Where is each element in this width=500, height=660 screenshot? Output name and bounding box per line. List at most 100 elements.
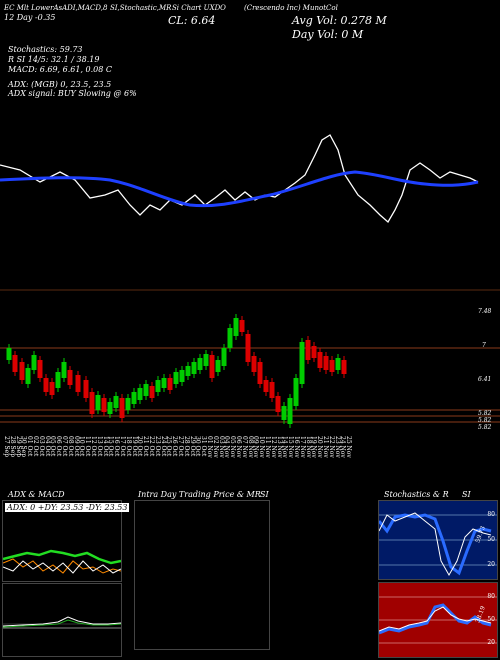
adx-panel-title: ADX & MACD xyxy=(8,490,65,499)
candle-body xyxy=(221,348,227,366)
adx-signal-readout: ADX signal: BUY Slowing @ 6% xyxy=(8,89,137,98)
candle-body xyxy=(149,386,155,398)
candle-body xyxy=(251,356,257,372)
candle-body xyxy=(161,378,167,388)
candle-body xyxy=(335,358,341,370)
candle-body xyxy=(49,382,55,395)
candle-body xyxy=(287,398,293,424)
price-label: 5.82 xyxy=(478,424,492,431)
adx-values-box: ADX: 0 +DY: 23.53 -DY: 23.53 xyxy=(5,503,130,512)
price-label: 5.82 xyxy=(478,410,492,417)
indicator-white-line xyxy=(0,134,479,224)
candle-body xyxy=(179,370,185,382)
candle-body xyxy=(203,354,209,366)
macd-lines xyxy=(3,616,121,629)
rsi-level-label: 20 xyxy=(487,639,495,646)
candle-body xyxy=(197,358,203,370)
candle-body xyxy=(257,362,263,384)
candle-body xyxy=(227,328,233,348)
date-axis: 27 Sep 28 Sep 29 Sep 30 Sep 01 Oct 02 Oct 03 O… xyxy=(0,436,500,482)
candle-body xyxy=(19,362,25,380)
macd-readout: MACD: 6.69, 6.61, 0.08 C xyxy=(8,65,113,74)
stoch-panel-title: Stochastics & R xyxy=(384,490,449,499)
adx-readout: ADX: (MGB) 0, 23.5, 23.5 xyxy=(8,80,112,89)
close-price: CL: 6.64 xyxy=(168,14,216,27)
day-volume: Day Vol: 0 M xyxy=(292,28,364,41)
macd-panel xyxy=(2,583,122,657)
candle-body xyxy=(191,362,197,374)
candlesticks xyxy=(6,314,347,428)
stoch-lines xyxy=(379,512,497,577)
date-label: 25 Nov xyxy=(345,436,353,458)
candle-body xyxy=(67,370,73,385)
day-change: 12 Day -0.35 xyxy=(4,13,56,22)
candle-body xyxy=(245,334,251,362)
intraday-panel xyxy=(134,500,270,650)
candle-body xyxy=(293,378,299,406)
stoch-level-label: 20 xyxy=(487,561,495,568)
candle-body xyxy=(119,398,125,418)
candle-body xyxy=(131,392,137,404)
price-label: 7 xyxy=(482,342,486,349)
header-line1c: Si Chart UXDO xyxy=(172,4,226,12)
candle-body xyxy=(323,356,329,370)
candle-body xyxy=(125,398,131,410)
candle-body xyxy=(89,392,95,414)
candle-body xyxy=(341,360,347,374)
candle-body xyxy=(329,360,335,372)
candle-body xyxy=(263,380,269,392)
header-line1: EC Mlt LowerAsADI,MACD,8 xyxy=(4,4,108,12)
stoch-level-label: 50 xyxy=(487,536,495,543)
candle-body xyxy=(143,384,149,396)
candle-body xyxy=(61,362,67,378)
candle-body xyxy=(55,372,61,388)
candle-body xyxy=(75,375,81,392)
stoch-panel-si: SI xyxy=(462,490,471,499)
candle-body xyxy=(233,318,239,336)
candle-body xyxy=(275,396,281,412)
price-label: 7.48 xyxy=(478,308,492,315)
candle-body xyxy=(185,366,191,376)
candle-body xyxy=(25,368,31,384)
candle-body xyxy=(6,348,12,360)
stoch-level-label: 80 xyxy=(487,511,495,518)
candle-body xyxy=(31,355,37,370)
candle-body xyxy=(305,340,311,360)
rsi-readout: R SI 14/5: 32.1 / 38.19 xyxy=(8,55,100,64)
candle-body xyxy=(215,360,221,372)
intraday-panel-title: Intra Day Trading Price & MR xyxy=(138,490,261,499)
candle-body xyxy=(299,342,305,384)
candle-body xyxy=(173,372,179,384)
stoch-panel: 80 50 20 59.73 xyxy=(378,500,498,580)
candle-body xyxy=(167,378,173,390)
candle-body xyxy=(281,406,287,420)
price-label: 5.82 xyxy=(478,417,492,424)
candle-body xyxy=(37,360,43,378)
rsi-lines xyxy=(379,596,497,644)
candle-body xyxy=(311,346,317,358)
adx-panel: ADX: 0 +DY: 23.53 -DY: 23.53 xyxy=(2,500,130,582)
stochastics-readout: Stochastics: 59.73 xyxy=(8,45,83,54)
candle-body xyxy=(317,352,323,368)
rsi-level-label: 50 xyxy=(487,616,495,623)
candle-body xyxy=(95,395,101,410)
indicator-ma-line xyxy=(0,170,479,208)
rsi-level-label: 80 xyxy=(487,593,495,600)
candle-body xyxy=(137,388,143,400)
avg-volume: Avg Vol: 0.278 M xyxy=(292,14,387,27)
adx-lines xyxy=(3,549,121,574)
candle-body xyxy=(107,402,113,414)
candle-body xyxy=(269,382,275,398)
price-label: 6.41 xyxy=(478,376,492,383)
candle-body xyxy=(113,396,119,408)
candle-body xyxy=(101,398,107,412)
candle-body xyxy=(43,378,49,392)
rsi-panel: 80 50 20 38.19 xyxy=(378,582,498,658)
candle-body xyxy=(155,380,161,392)
candle-body xyxy=(209,355,215,378)
intraday-panel-si: SI xyxy=(260,490,269,499)
header-line1d: (Crescendo Inc) MunotCol xyxy=(244,4,338,12)
candle-body xyxy=(239,320,245,332)
header-line1b: SI,Stochastic,MR xyxy=(110,4,172,12)
